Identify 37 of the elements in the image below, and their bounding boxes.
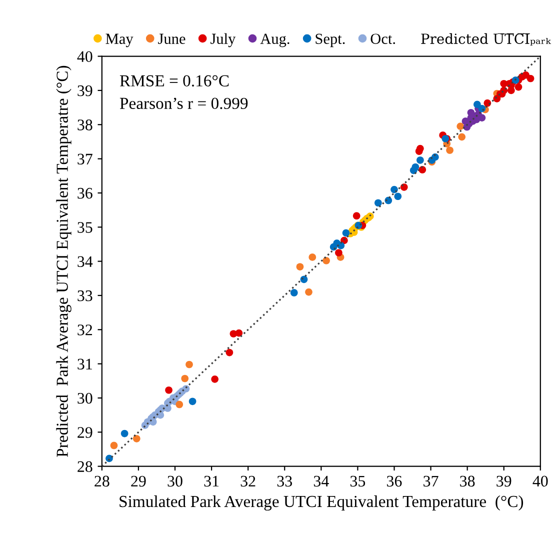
y-tick-label: 32 [78,324,92,336]
y-tick-label: 35 [78,222,92,233]
x-tick-label: 28 [94,476,110,487]
y-tick-label: 28 [78,461,92,472]
y-tick-label: 31 [78,358,92,370]
legend-label: June [158,34,186,44]
y-tick-label: 34 [78,256,93,267]
legend-label: July [210,33,236,48]
legend-label: Aug. [260,34,290,48]
legend-label: May [106,34,134,48]
annotation: RMSE = 0.16°C [120,75,229,87]
x-tick-label: 38 [460,476,475,487]
x-tick-label: 39 [496,476,512,487]
legend-title: Predicted U̅T̅C̅I̅ₚₐᵣₖ [421,33,552,46]
x-tick-label: 37 [424,476,438,487]
x-tick-label: 36 [387,476,402,487]
annotation: Pearson’s r = 0.999 [120,98,248,110]
x-tick-label: 34 [314,476,329,487]
y-tick-label: 29 [78,427,92,438]
y-tick-label: 37 [78,154,92,164]
x-tick-label: 31 [204,476,219,487]
y-tick-label: 39 [78,85,92,96]
y-tick-label: 30 [78,392,92,404]
y-axis-title: Predicted Park Average UTCI Equivalent Temperatre (°C) [56,66,72,457]
y-tick-label: 38 [78,120,92,130]
x-tick-label: 30 [168,476,182,487]
y-tick-label: 33 [78,290,92,302]
y-tick-label: 36 [78,188,92,199]
x-axis-title: Simulated Park Average UTCI Equivalent Temperature (°C) [120,495,524,511]
y-tick-label: 40 [77,51,92,62]
legend-label: Oct. [370,34,395,44]
x-tick-label: 29 [131,476,146,487]
x-tick-label: 40 [532,476,548,487]
legend-label: Sept. [316,34,345,48]
x-tick-label: 32 [240,476,256,487]
x-tick-label: 35 [350,476,366,487]
x-tick-label: 33 [277,476,292,487]
